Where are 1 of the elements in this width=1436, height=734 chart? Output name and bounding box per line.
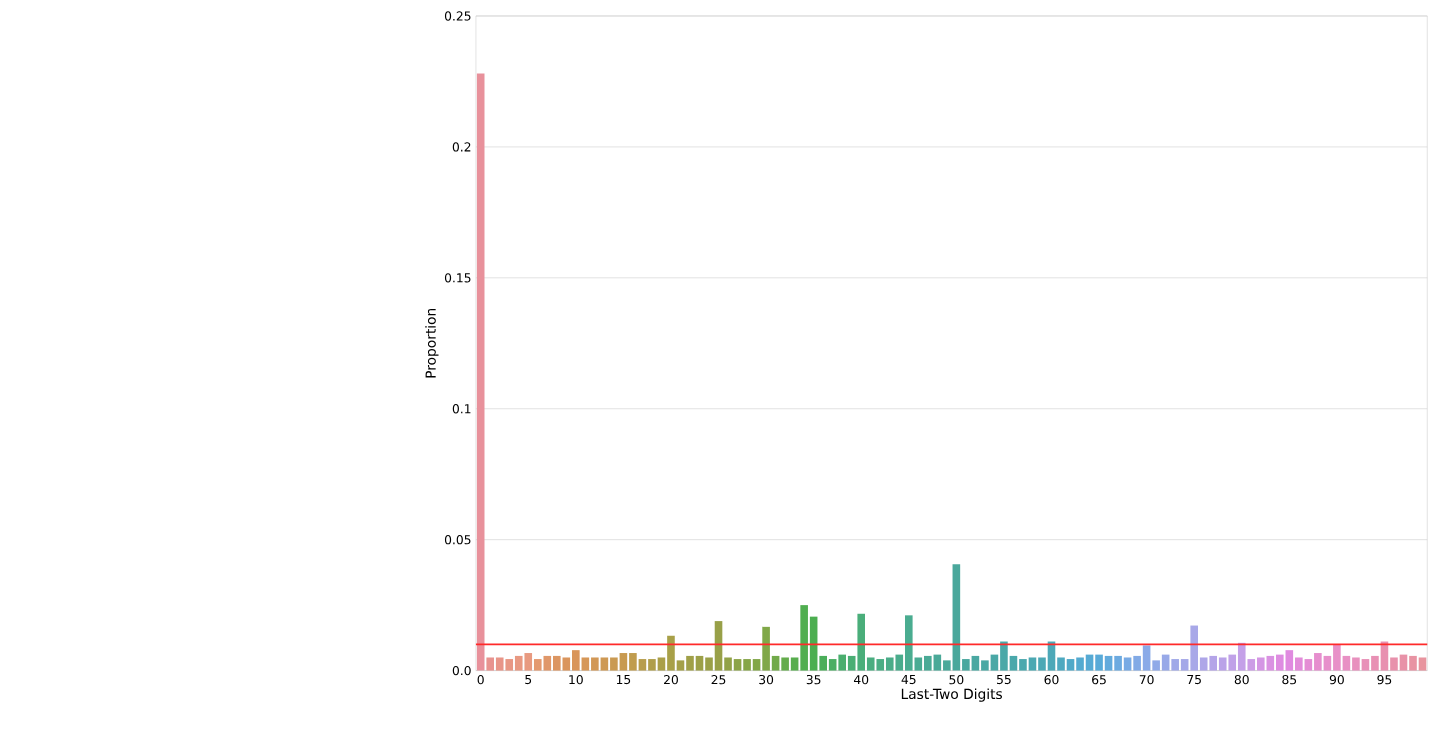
- bar: [771, 656, 780, 672]
